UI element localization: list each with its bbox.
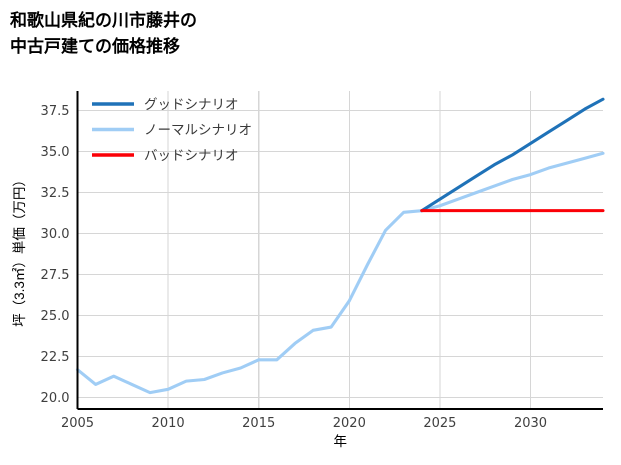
series-lines	[75, 97, 605, 395]
x-tick-label-4: 2025	[423, 416, 456, 431]
y-tick-labels: 20.0 22.5 25.0 27.5 30.0 32.5 35.0 37.5	[41, 104, 70, 406]
axis-frame	[76, 91, 603, 410]
x-gridlines	[167, 91, 532, 409]
legend-label-1: ノーマルシナリオ	[144, 123, 252, 138]
x-tick-label-2: 2015	[242, 416, 275, 431]
y-tick-label-0: 20.0	[41, 391, 70, 406]
y-tick-label-7: 37.5	[41, 104, 70, 119]
series-line-グッドシナリオ	[420, 97, 605, 213]
legend-label-2: バッドシナリオ	[144, 148, 239, 163]
x-tick-label-3: 2020	[333, 416, 366, 431]
y-tick-label-2: 25.0	[41, 309, 70, 324]
y-tick-label-6: 35.0	[41, 145, 70, 160]
x-axis-title: 年	[334, 434, 348, 449]
y-tick-label-1: 22.5	[41, 350, 70, 365]
series-line-ノーマルシナリオ	[75, 151, 605, 395]
y-axis-title: 坪（3.3㎡）単価（万円）	[12, 173, 27, 327]
y-tick-label-5: 32.5	[41, 186, 70, 201]
x-tick-label-1: 2010	[152, 416, 185, 431]
x-tick-label-5: 2030	[514, 416, 547, 431]
x-tick-labels: 2005 2010 2015 2020 2025 2030	[61, 416, 547, 431]
chart-title: 和歌山県紀の川市藤井の 中古戸建ての価格推移	[10, 11, 197, 56]
legend-label-0: グッドシナリオ	[144, 97, 239, 112]
y-tick-label-3: 27.5	[41, 268, 70, 283]
x-tick-label-0: 2005	[61, 416, 94, 431]
y-tick-label-4: 30.0	[41, 227, 70, 242]
